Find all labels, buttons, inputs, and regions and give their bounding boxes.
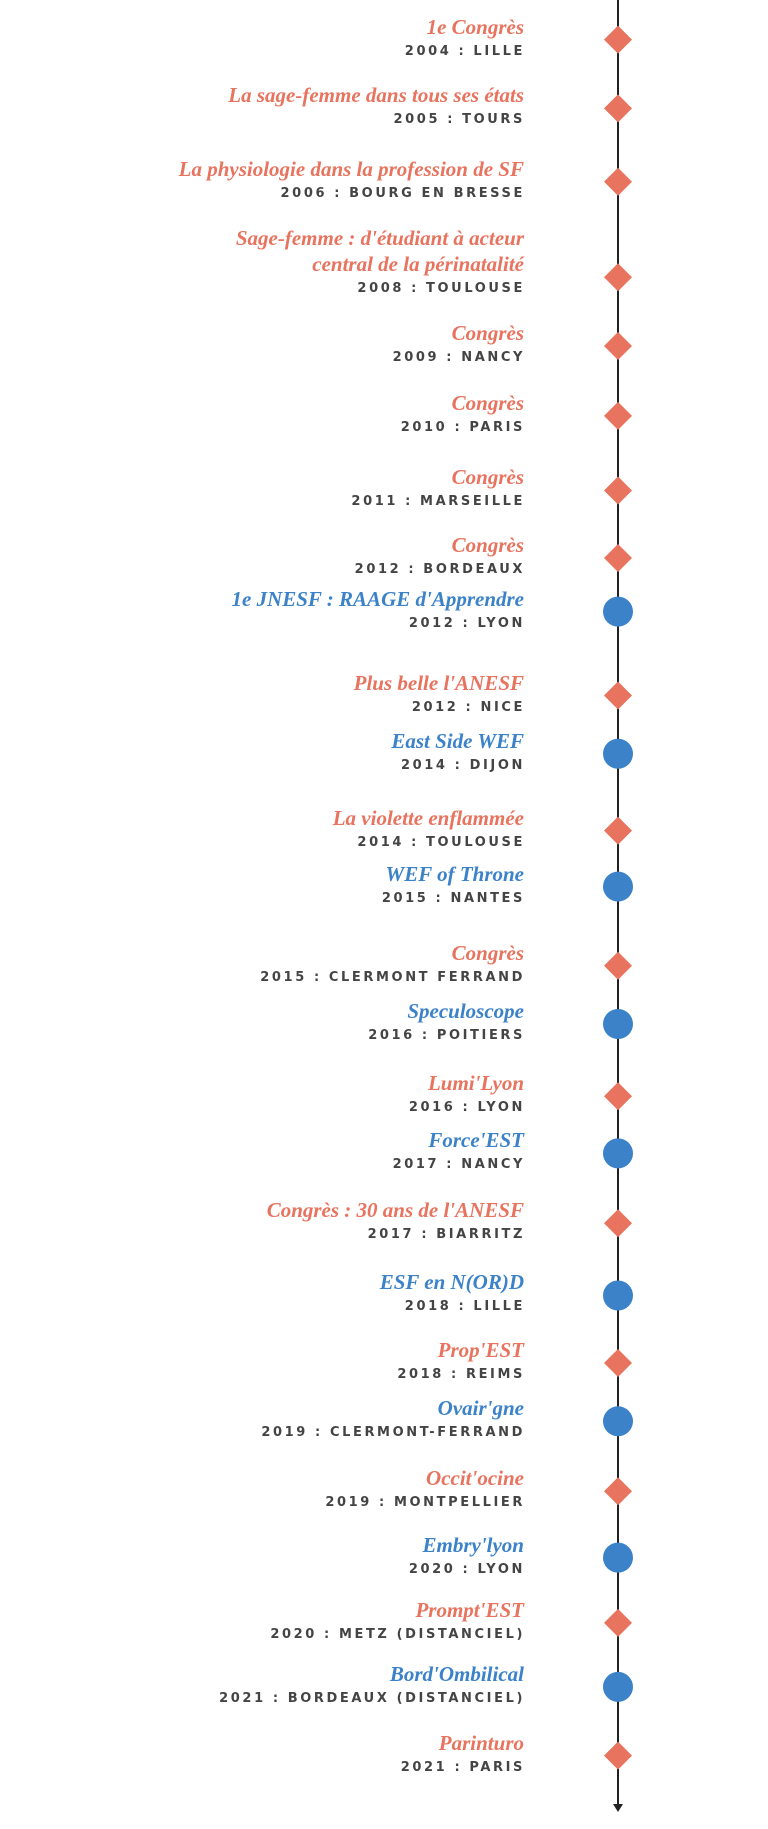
event-title: Ovair'gne: [437, 1396, 524, 1421]
event-marker: [604, 1082, 632, 1111]
event-date: 2018 : REIMS: [397, 1367, 525, 1383]
event-marker: [604, 167, 632, 196]
event-marker: [603, 1406, 633, 1437]
event-title: Congrès: [451, 390, 524, 415]
event-title: 1e JNESF : RAAGE d'Apprendre: [231, 586, 525, 611]
event-date: 2017 : NANCY: [392, 1157, 525, 1173]
event-title: 1e Congrès: [426, 14, 524, 39]
event-marker: [603, 1009, 633, 1040]
event-date: 2018 : LILLE: [404, 1299, 525, 1315]
event-marker: [604, 1349, 632, 1378]
event-date: 2015 : NANTES: [381, 890, 525, 906]
event-date: 2020 : LYON: [408, 1561, 525, 1577]
event-date: 2005 : TOURS: [393, 112, 525, 128]
event-date: 2011 : MARSEILLE: [351, 494, 525, 510]
event-date: 2016 : LYON: [408, 1100, 525, 1116]
event-title: Sage-femme : d'étudiant à acteur central…: [235, 226, 524, 277]
event-title: Prop'EST: [437, 1338, 524, 1363]
event-title: Congrès: [451, 465, 524, 490]
event-title: ESF en N(OR)D: [379, 1270, 524, 1295]
event-date: 2006 : BOURG EN BRESSE: [280, 185, 525, 201]
event-marker: [603, 1280, 633, 1311]
event-title: Congrès: [451, 533, 524, 558]
event-date: 2019 : MONTPELLIER: [325, 1495, 525, 1511]
event-marker: [603, 1671, 633, 1702]
event-title: Prompt'EST: [415, 1597, 524, 1622]
event-marker: [603, 1542, 633, 1573]
event-marker: [604, 401, 632, 430]
event-title: La violette enflammée: [332, 805, 524, 830]
event-marker: [603, 1138, 633, 1169]
event-date: 2014 : TOULOUSE: [357, 834, 525, 850]
event-marker: [604, 332, 632, 361]
event-date: 2008 : TOULOUSE: [357, 281, 525, 297]
event-title: Force'EST: [428, 1128, 524, 1153]
event-date: 2016 : POITIERS: [368, 1028, 525, 1044]
event-date: 2020 : METZ (DISTANCIEL): [270, 1626, 525, 1642]
event-date: 2014 : DIJON: [400, 757, 525, 773]
event-title: Plus belle l'ANESF: [353, 670, 524, 695]
event-marker: [603, 596, 633, 627]
event-marker: [604, 951, 632, 980]
event-title: Parinturo: [438, 1730, 524, 1755]
event-title: Bord'Ombilical: [389, 1661, 524, 1686]
event-marker: [604, 1741, 632, 1770]
event-title: WEF of Throne: [385, 861, 524, 886]
event-title: La sage-femme dans tous ses états: [228, 83, 524, 108]
event-marker: [604, 263, 632, 292]
event-date: 2010 : PARIS: [400, 419, 525, 435]
event-title: Speculoscope: [407, 999, 524, 1024]
event-marker: [604, 816, 632, 845]
event-title: Embry'lyon: [422, 1532, 524, 1557]
event-title: Lumi'Lyon: [427, 1071, 524, 1096]
event-marker: [604, 476, 632, 505]
event-date: 2019 : CLERMONT-FERRAND: [261, 1425, 525, 1441]
event-title: La physiologie dans la profession de SF: [178, 156, 524, 181]
event-marker: [604, 1608, 632, 1637]
event-marker: [603, 738, 633, 769]
event-marker: [604, 25, 632, 54]
event-date: 2021 : PARIS: [400, 1759, 525, 1775]
event-date: 2012 : BORDEAUX: [354, 562, 525, 578]
event-title: Occit'ocine: [426, 1466, 524, 1491]
event-marker: [604, 1477, 632, 1506]
event-marker: [604, 94, 632, 123]
event-title: Congrès : 30 ans de l'ANESF: [266, 1198, 524, 1223]
timeline-arrow: [613, 1804, 623, 1812]
event-title: Congrès: [451, 321, 524, 345]
event-date: 2017 : BIARRITZ: [367, 1227, 525, 1243]
event-marker: [603, 871, 633, 902]
event-title: Congrès: [451, 940, 524, 965]
event-marker: [604, 544, 632, 573]
event-marker: [604, 1209, 632, 1238]
event-marker: [604, 681, 632, 710]
event-date: 2009 : NANCY: [392, 350, 525, 365]
event-date: 2015 : CLERMONT FERRAND: [260, 969, 525, 985]
event-title: East Side WEF: [391, 728, 524, 753]
event-date: 2012 : LYON: [408, 615, 525, 631]
event-date: 2012 : NICE: [411, 699, 525, 715]
event-date: 2021 : BORDEAUX (DISTANCIEL): [219, 1690, 525, 1706]
event-date: 2004 : LILLE: [404, 43, 525, 59]
